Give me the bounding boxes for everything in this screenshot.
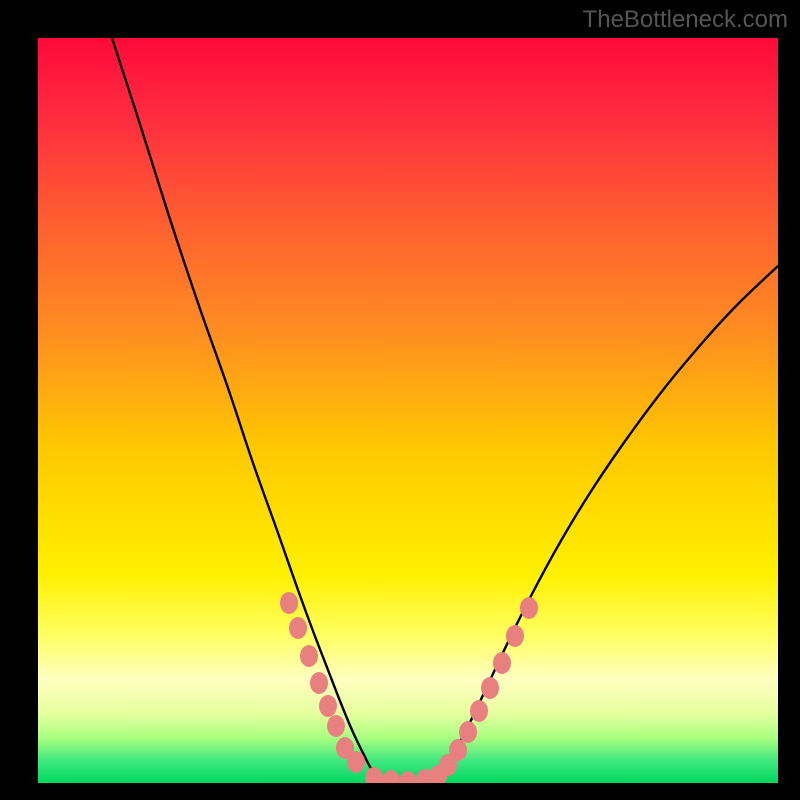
data-point [493, 652, 511, 674]
data-point [347, 751, 365, 773]
plot-svg [38, 38, 778, 783]
data-point [327, 715, 345, 737]
chart-container: TheBottleneck.com [0, 0, 800, 800]
data-point [506, 625, 524, 647]
data-point [459, 721, 477, 743]
data-point [520, 597, 538, 619]
data-point [481, 677, 499, 699]
data-point [289, 617, 307, 639]
watermark-text: TheBottleneck.com [583, 6, 788, 34]
data-point [319, 695, 337, 717]
data-point [449, 739, 467, 761]
data-point [310, 672, 328, 694]
data-point [470, 700, 488, 722]
plot-area [38, 38, 778, 783]
data-point [300, 645, 318, 667]
data-point [280, 592, 298, 614]
